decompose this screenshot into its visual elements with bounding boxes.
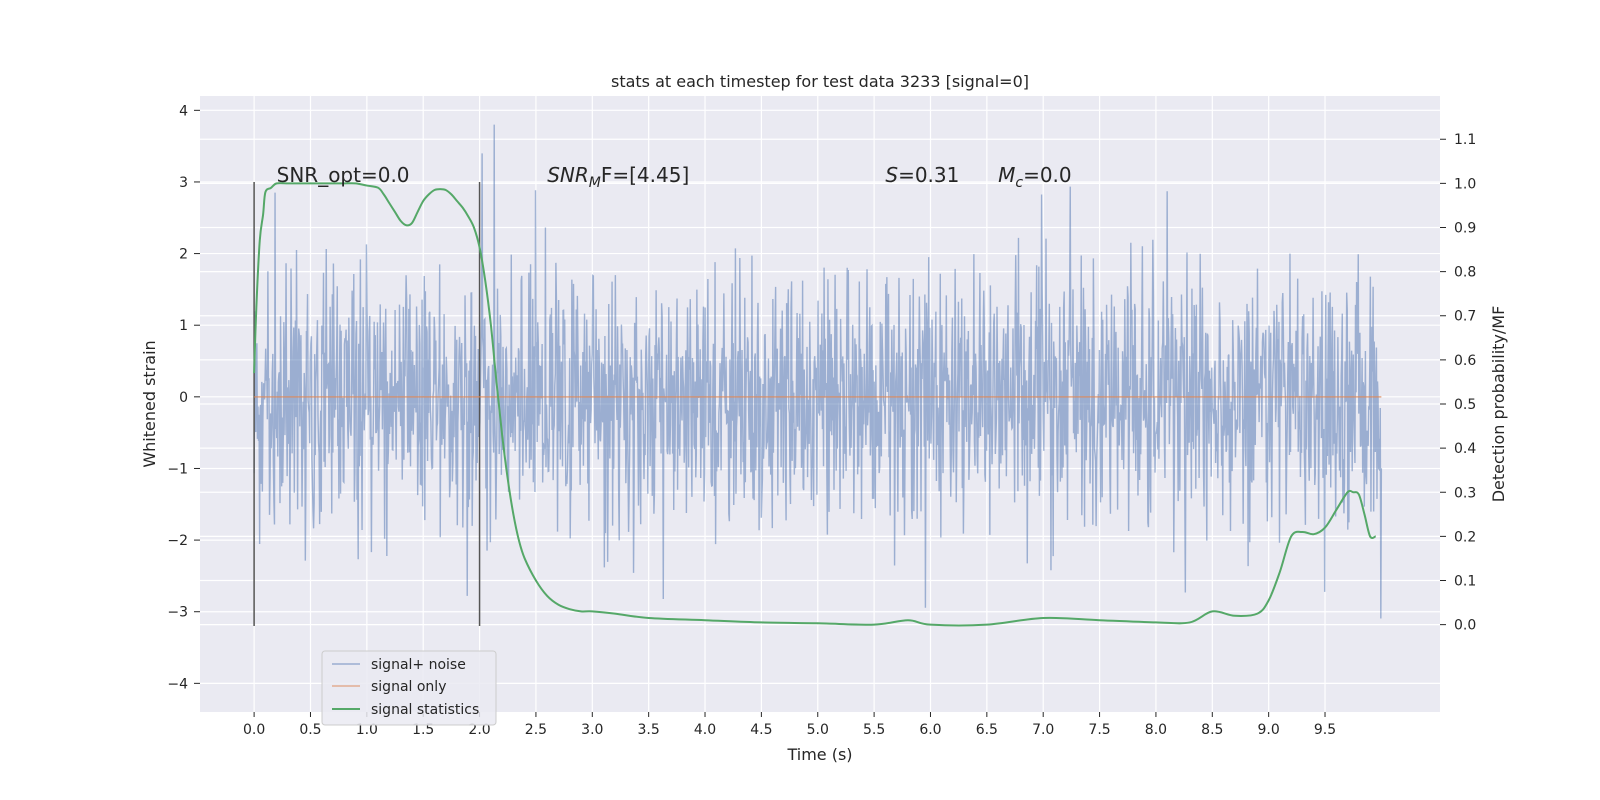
x-tick-label-3: 1.5: [412, 722, 434, 738]
y-tick-label-6: 2: [179, 247, 188, 263]
y2-axis-label: Detection probability/MF: [1489, 306, 1508, 503]
y2-tick-label-10: 1.0: [1454, 176, 1476, 192]
y2-tick-label-2: 0.2: [1454, 529, 1476, 545]
x-tick-label-18: 9.0: [1258, 722, 1280, 738]
x-tick-label-13: 6.5: [976, 722, 998, 738]
annotation-snr-mf-sub: M: [589, 175, 601, 191]
x-tick-label-0: 0.0: [243, 722, 265, 738]
annotation-s-after: =0.31: [898, 163, 959, 187]
annotations: SNR_opt=0.0 SNRMF=[4.45] S=0.31 Mc=0.0: [277, 163, 1072, 191]
vertical-markers: [253, 181, 481, 627]
chart-title: stats at each timestep for test data 323…: [611, 72, 1029, 91]
x-tick-label-4: 2.0: [468, 722, 490, 738]
x-tick-label-2: 1.0: [356, 722, 378, 738]
x-tick-label-10: 5.0: [807, 722, 829, 738]
annotation-snr-mf-main: SNR: [547, 163, 589, 187]
y-tick-label-8: 4: [179, 103, 188, 119]
y2-tick-label-9: 0.9: [1454, 220, 1476, 236]
x-tick-label-7: 3.5: [638, 722, 660, 738]
annotation-snr-mf: SNRMF=[4.45]: [547, 163, 689, 191]
x-tick-label-11: 5.5: [863, 722, 885, 738]
x-tick-label-19: 9.5: [1314, 722, 1336, 738]
legend: signal+ noise signal only signal statist…: [321, 650, 497, 726]
x-tick-label-6: 3.0: [581, 722, 603, 738]
legend-box: [321, 650, 497, 726]
annotation-snr-opt: SNR_opt=0.0: [277, 163, 410, 187]
annotation-s-stat: S=0.31: [885, 163, 959, 187]
y2-tick-label-11: 1.1: [1454, 132, 1476, 148]
y2-tick-label-1: 0.1: [1454, 574, 1476, 590]
y-tick-label-3: −1: [167, 461, 188, 477]
legend-label-signal-only: signal only: [371, 679, 446, 695]
y2-tick-label-8: 0.8: [1454, 265, 1476, 281]
series-signal-statistics: [253, 182, 1377, 627]
y-tick-label-0: −4: [167, 676, 188, 692]
y-axis-label: Whitened strain: [140, 340, 159, 467]
statistics-line: [253, 182, 1377, 627]
y-tick-label-5: 1: [179, 318, 188, 334]
annotation-mc-after: =0.0: [1023, 163, 1072, 187]
y-tick-label-1: −3: [167, 605, 188, 621]
x-tick-label-8: 4.0: [694, 722, 716, 738]
x-tick-label-5: 2.5: [525, 722, 547, 738]
x-tick-label-14: 7.0: [1032, 722, 1054, 738]
annotation-s-main: S: [885, 163, 898, 187]
x-tick-label-16: 8.0: [1145, 722, 1167, 738]
y-tick-label-2: −2: [167, 533, 188, 549]
x-tick-label-17: 8.5: [1201, 722, 1223, 738]
y2-tick-label-7: 0.7: [1454, 309, 1476, 325]
x-axis-label: Time (s): [786, 745, 852, 764]
y-axis-ticks: −4 −3 −2 −1 0 1 2 3 4: [167, 103, 200, 692]
y2-tick-label-4: 0.4: [1454, 441, 1476, 457]
x-tick-label-1: 0.5: [299, 722, 321, 738]
x-tick-label-15: 7.5: [1088, 722, 1110, 738]
legend-label-signal-statistics: signal statistics: [371, 702, 479, 718]
y2-tick-label-5: 0.5: [1454, 397, 1476, 413]
y2-tick-label-0: 0.0: [1454, 618, 1476, 634]
annotation-snr-mf-after: F=[4.45]: [601, 163, 689, 187]
annotation-mc-main: M: [998, 163, 1015, 187]
x-axis-ticks: 0.0 0.5 1.0 1.5 2.0 2.5 3.0 3.5 4.0 4.5 5.0 5.5 6.0 6…: [243, 712, 1336, 738]
y2-axis-ticks: 0.0 0.1 0.2 0.3 0.4 0.5 0.6 0.7 0.8 0.9 1.0 1.1: [1440, 132, 1476, 634]
annotation-mc: Mc=0.0: [998, 163, 1072, 191]
y-tick-label-4: 0: [179, 390, 188, 406]
noise-line: [253, 124, 1383, 619]
y-tick-label-7: 3: [179, 175, 188, 191]
legend-label-signal-noise: signal+ noise: [371, 657, 466, 673]
series-signal-noise: [253, 124, 1383, 619]
y2-tick-label-6: 0.6: [1454, 353, 1476, 369]
x-tick-label-12: 6.0: [919, 722, 941, 738]
y2-tick-label-3: 0.3: [1454, 485, 1476, 501]
annotation-mc-sub: c: [1015, 175, 1023, 191]
x-tick-label-9: 4.5: [750, 722, 772, 738]
